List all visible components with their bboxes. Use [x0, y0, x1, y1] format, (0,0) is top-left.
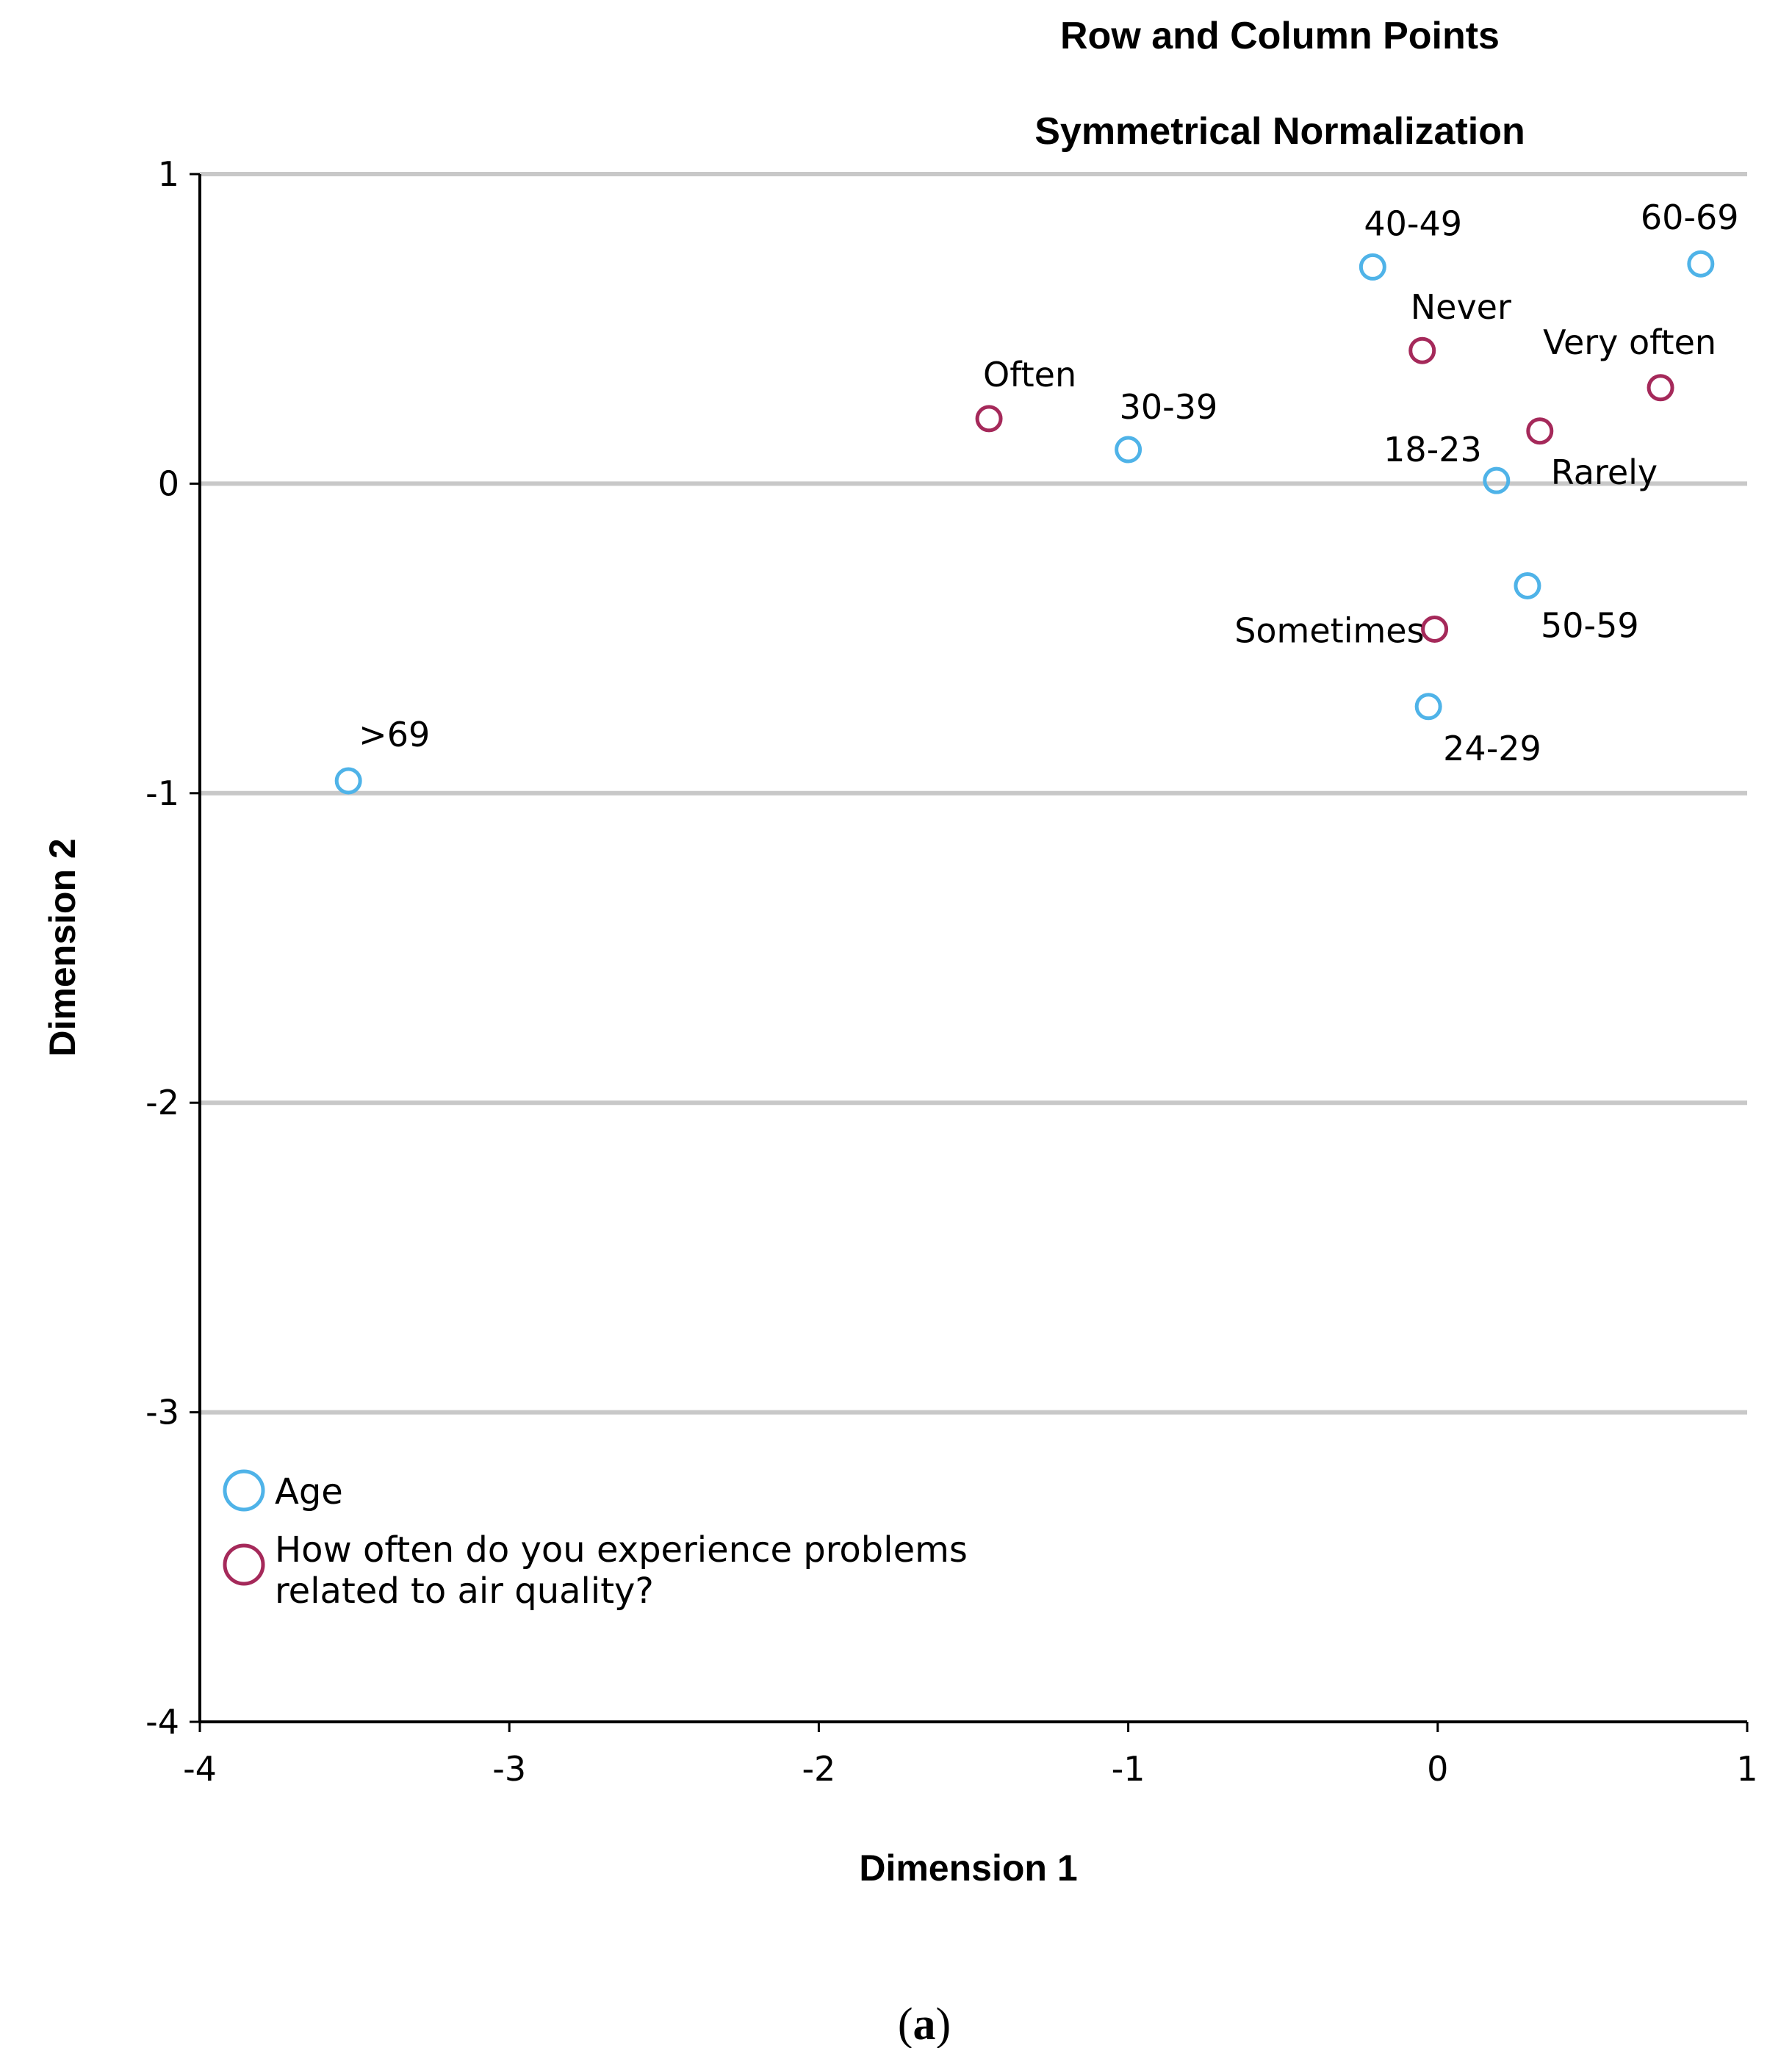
chart-subtitle: Symmetrical Normalization — [1034, 110, 1525, 153]
y-tick-label: -4 — [145, 1702, 179, 1742]
legend-label-frequency: How often do you experience problems — [275, 1529, 968, 1571]
legend-label-age: Age — [275, 1471, 343, 1512]
chart-title: Row and Column Points — [1060, 15, 1500, 57]
y-tick-label: 0 — [158, 464, 179, 503]
y-tick-label: -2 — [145, 1083, 179, 1122]
point-age-18-23 — [1483, 466, 1511, 494]
point-label-18-23: 18-23 — [1383, 430, 1482, 469]
caption-open: ( — [898, 2000, 913, 2048]
caption-letter: a — [913, 2000, 936, 2048]
point-age-69 — [334, 767, 362, 795]
point-label-never: Never — [1411, 287, 1511, 327]
axes — [190, 173, 1749, 1732]
data-points — [334, 250, 1715, 795]
point-freq-very-often — [1647, 374, 1674, 402]
x-tick-label: -1 — [1112, 1749, 1145, 1789]
legend-marker-age — [223, 1469, 265, 1512]
x-tick-label: -2 — [802, 1749, 835, 1789]
point-freq-sometimes — [1421, 615, 1449, 643]
point-label-30-39: 30-39 — [1120, 387, 1218, 427]
point-label-24-29: 24-29 — [1443, 729, 1541, 768]
x-axis-title: Dimension 1 — [859, 1847, 1077, 1889]
point-label-60-69: 60-69 — [1641, 198, 1739, 237]
point-age-24-29 — [1414, 693, 1442, 721]
gridlines — [200, 172, 1747, 1415]
point-label-often: Often — [983, 355, 1076, 394]
point-label-rarely: Rarely — [1551, 452, 1658, 492]
point-age-50-59 — [1514, 572, 1541, 599]
point-freq-often — [975, 405, 1003, 433]
point-label-sometimes: Sometimes — [1234, 610, 1424, 650]
legend: Age How often do you experience problemsr… — [223, 1469, 968, 1612]
figure-caption: (a) — [898, 2000, 951, 2048]
caption-close: ) — [936, 2000, 951, 2048]
y-axis-title: Dimension 2 — [42, 838, 83, 1056]
tick-labels: -4 -3 -2 -1 0 1 1 0 -1 -2 -3 -4 — [145, 154, 1758, 1789]
legend-marker-frequency — [223, 1543, 265, 1586]
y-tick-label: 1 — [158, 154, 179, 194]
point-age-60-69 — [1687, 250, 1715, 278]
point-label-very-often: Very often — [1543, 322, 1716, 362]
point-labels: 18-23 24-29 30-39 40-49 50-59 60-69 >69 Never Ve… — [359, 198, 1738, 768]
point-label-69: >69 — [359, 715, 430, 754]
x-tick-label: 1 — [1736, 1749, 1757, 1789]
point-freq-never — [1408, 336, 1436, 364]
x-tick-label: 0 — [1427, 1749, 1448, 1789]
point-age-30-39 — [1115, 436, 1143, 464]
point-freq-rarely — [1526, 417, 1554, 445]
point-label-50-59: 50-59 — [1541, 605, 1639, 645]
x-tick-label: -3 — [492, 1749, 526, 1789]
x-tick-label: -4 — [183, 1749, 217, 1789]
point-label-40-49: 40-49 — [1364, 203, 1462, 243]
legend-label-frequency: related to air quality? — [275, 1571, 654, 1612]
y-tick-label: -1 — [145, 774, 179, 813]
y-tick-label: -3 — [145, 1393, 179, 1432]
point-age-40-49 — [1359, 253, 1386, 281]
